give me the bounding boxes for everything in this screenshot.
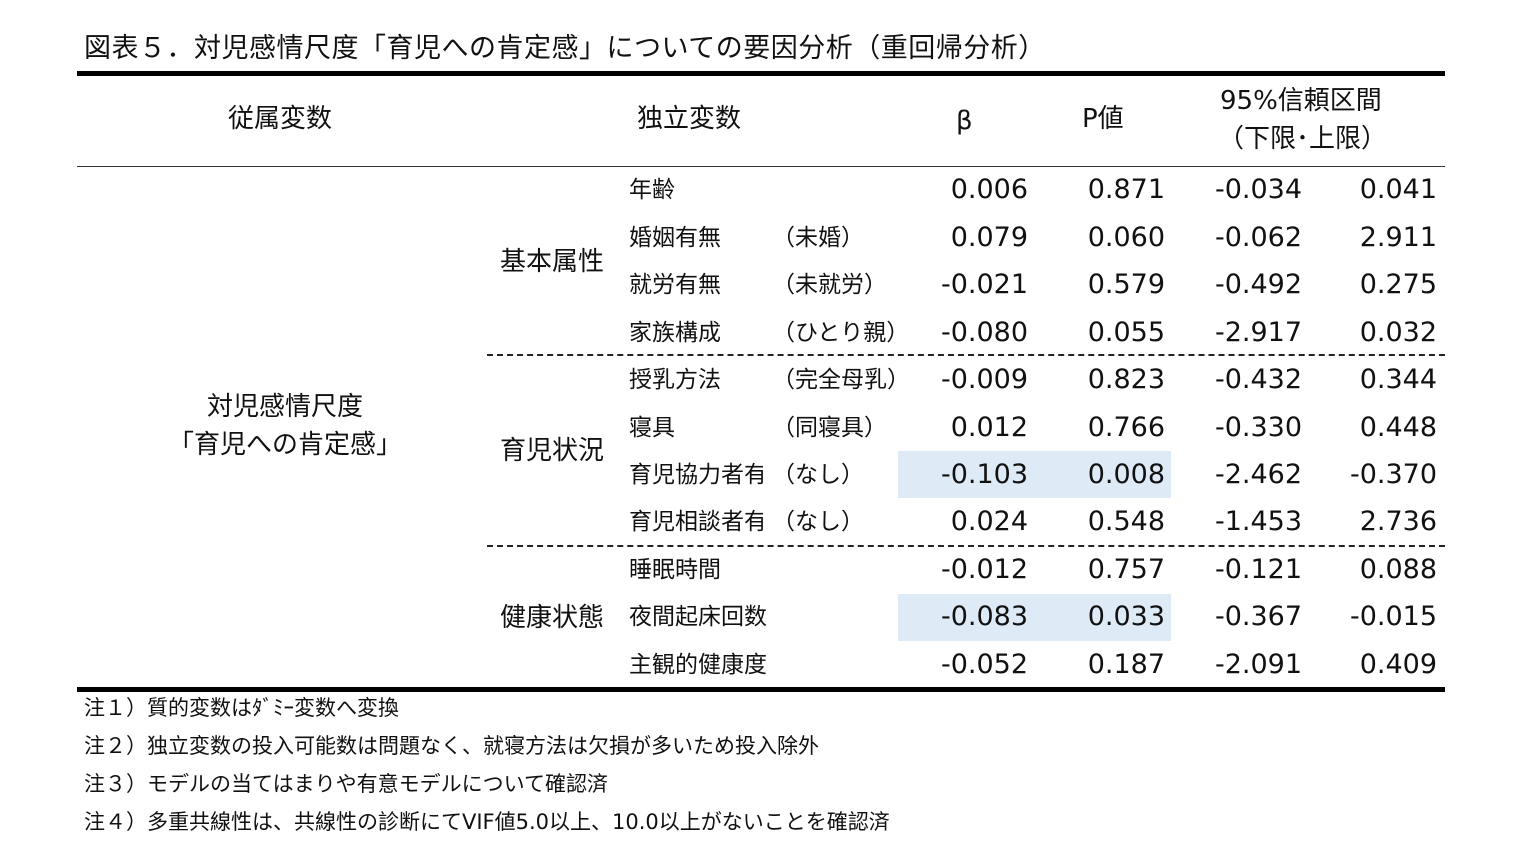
- note-2: 注２）独立変数の投入可能数は問題なく、就寝方法は欠損が多いため投入除外: [84, 734, 819, 758]
- ci-upper: 0.041: [1359, 174, 1437, 205]
- dependent-variable-line2: 「育児への肯定感」: [167, 430, 402, 460]
- note-1: 注１）質的変数はﾀﾞﾐｰ変数へ変換: [84, 696, 399, 720]
- header-dependent: 従属変数: [228, 104, 333, 134]
- ci-lower: -2.917: [1214, 317, 1302, 348]
- header-p-value: P値: [1082, 104, 1124, 134]
- table-top-rule: [77, 71, 1445, 76]
- ci-upper: -0.015: [1349, 601, 1437, 632]
- beta-value: -0.012: [940, 554, 1028, 585]
- ci-lower: -0.432: [1214, 364, 1302, 395]
- beta-value: -0.103: [940, 459, 1028, 490]
- reference-category: （完全母乳）: [772, 367, 910, 393]
- p-value: 0.871: [1087, 174, 1165, 205]
- variable-name: 年齢: [629, 177, 675, 203]
- reference-category: （なし）: [772, 509, 864, 535]
- dependent-variable-line1: 対児感情尺度: [206, 392, 363, 422]
- note-3: 注３）モデルの当てはまりや有意モデルについて確認済: [84, 772, 608, 796]
- ci-upper: 0.344: [1359, 364, 1437, 395]
- ci-lower: -0.121: [1214, 554, 1302, 585]
- beta-value: 0.006: [950, 174, 1028, 205]
- variable-name: 育児相談者有: [629, 509, 763, 535]
- header-ci-line1: 95%信頼区間: [1220, 86, 1382, 116]
- p-value: 0.187: [1087, 649, 1165, 680]
- table-bottom-rule: [77, 687, 1445, 692]
- p-value: 0.766: [1087, 412, 1165, 443]
- ci-upper: 2.736: [1359, 506, 1437, 537]
- reference-category: （未就労）: [772, 272, 887, 298]
- ci-upper: 0.275: [1359, 269, 1437, 300]
- ci-lower: -0.062: [1214, 222, 1302, 253]
- p-value: 0.055: [1087, 317, 1165, 348]
- beta-value: -0.052: [940, 649, 1028, 680]
- header-ci-line2: （下限･上限）: [1218, 124, 1388, 154]
- page-title: 図表５．対児感情尺度「育児への肯定感」についての要因分析（重回帰分析）: [84, 33, 1046, 64]
- variable-name: 家族構成: [629, 320, 721, 346]
- variable-name: 寝具: [629, 415, 675, 441]
- variable-name: 就労有無: [629, 272, 721, 298]
- beta-value: -0.080: [940, 317, 1028, 348]
- ci-upper: 2.911: [1359, 222, 1437, 253]
- p-value: 0.548: [1087, 506, 1165, 537]
- reference-category: （ひとり親）: [772, 320, 910, 346]
- beta-value: -0.083: [940, 601, 1028, 632]
- p-value: 0.033: [1087, 601, 1165, 632]
- group-separator: [487, 354, 1445, 356]
- ci-lower: -0.492: [1214, 269, 1302, 300]
- beta-value: -0.021: [940, 269, 1028, 300]
- group-childcare-status: 育児状況: [500, 436, 605, 466]
- header-divider: [77, 166, 1445, 167]
- ci-upper: 0.448: [1359, 412, 1437, 443]
- header-independent: 独立変数: [637, 104, 742, 134]
- p-value: 0.008: [1087, 459, 1165, 490]
- ci-upper: -0.370: [1349, 459, 1437, 490]
- beta-value: 0.079: [950, 222, 1028, 253]
- p-value: 0.579: [1087, 269, 1165, 300]
- reference-category: （同寝具）: [772, 415, 887, 441]
- beta-value: -0.009: [940, 364, 1028, 395]
- ci-lower: -0.330: [1214, 412, 1302, 443]
- ci-upper: 0.032: [1359, 317, 1437, 348]
- note-4: 注４）多重共線性は、共線性の診断にてVIF値5.0以上、10.0以上がないことを…: [84, 810, 890, 834]
- variable-name: 夜間起床回数: [629, 604, 767, 630]
- variable-name: 婚姻有無: [629, 225, 721, 251]
- highlight-row-night-waking: [898, 594, 1171, 641]
- ci-lower: -0.367: [1214, 601, 1302, 632]
- beta-value: 0.024: [950, 506, 1028, 537]
- ci-upper: 0.409: [1359, 649, 1437, 680]
- beta-value: 0.012: [950, 412, 1028, 443]
- highlight-row-cooperation: [898, 451, 1171, 498]
- group-basic-attributes: 基本属性: [500, 247, 605, 277]
- p-value: 0.757: [1087, 554, 1165, 585]
- variable-name: 睡眠時間: [629, 557, 721, 583]
- ci-lower: -2.091: [1214, 649, 1302, 680]
- variable-name: 主観的健康度: [629, 652, 767, 678]
- p-value: 0.823: [1087, 364, 1165, 395]
- ci-lower: -2.462: [1214, 459, 1302, 490]
- variable-name: 育児協力者有: [629, 462, 763, 488]
- reference-category: （なし）: [772, 462, 864, 488]
- group-separator: [487, 545, 1445, 547]
- p-value: 0.060: [1087, 222, 1165, 253]
- group-health-status: 健康状態: [500, 603, 605, 633]
- ci-lower: -1.453: [1214, 506, 1302, 537]
- reference-category: （未婚）: [772, 225, 864, 251]
- ci-lower: -0.034: [1214, 174, 1302, 205]
- header-beta: β: [956, 106, 973, 136]
- ci-upper: 0.088: [1359, 554, 1437, 585]
- variable-name: 授乳方法: [629, 367, 721, 393]
